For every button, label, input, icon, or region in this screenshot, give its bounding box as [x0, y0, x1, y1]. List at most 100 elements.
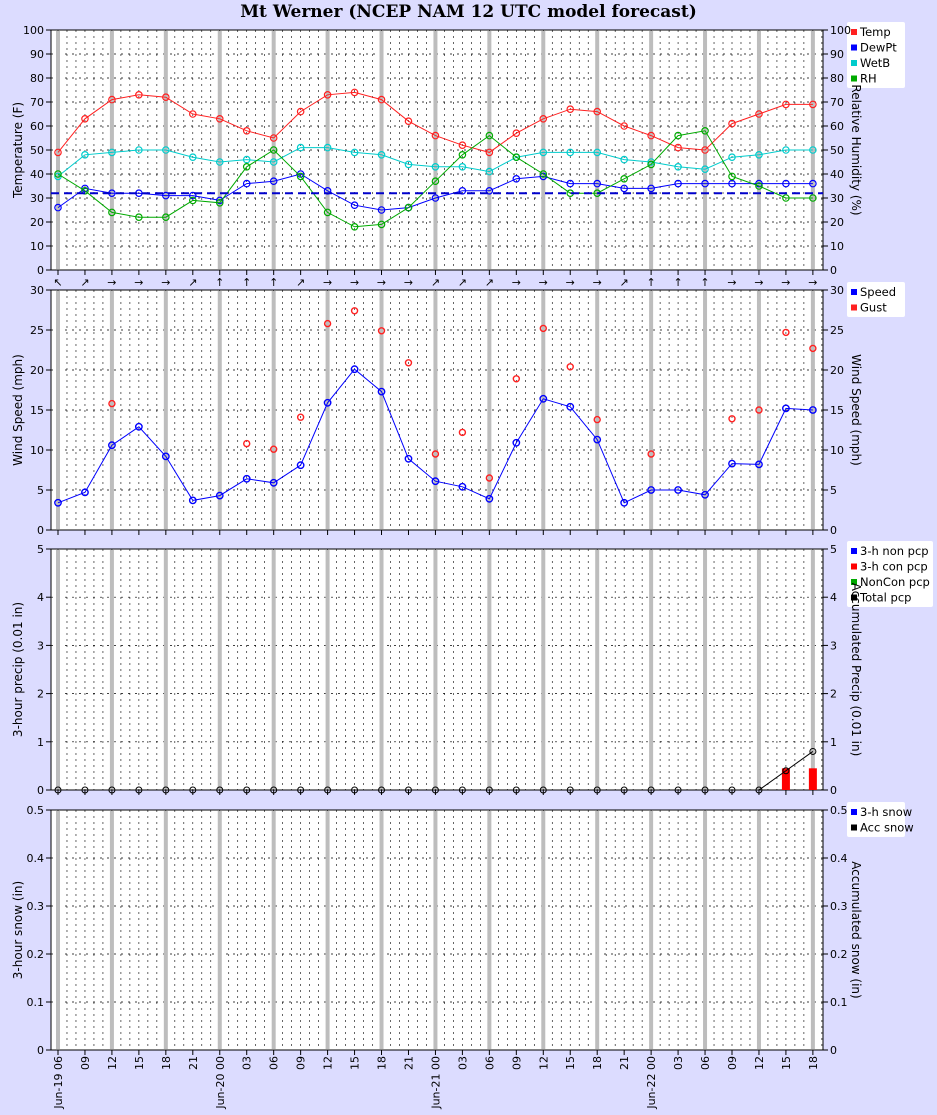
wind-direction-arrow: →: [566, 276, 575, 289]
y-tick-label-left: 0: [37, 784, 44, 797]
point-temp: [377, 95, 386, 104]
point-speed: [404, 454, 413, 463]
y-tick-label-left: 0.1: [27, 996, 45, 1009]
point-temp: [323, 91, 332, 99]
point-rh: [296, 172, 305, 181]
synoptic-bar: [217, 811, 222, 1049]
wind-direction-arrow: ↖: [53, 276, 62, 289]
y-tick-label-left: 25: [30, 324, 44, 337]
point-temp: [242, 127, 251, 135]
point-gust: [431, 450, 440, 458]
point-speed: [161, 452, 170, 461]
y-tick-label-right: 100: [830, 24, 851, 37]
point-wetb: [728, 153, 736, 162]
synoptic-bar: [271, 291, 276, 529]
point-gust: [647, 450, 655, 458]
point-speed: [485, 494, 494, 503]
point-total-pcp: [701, 786, 709, 794]
legend-swatch: [851, 44, 857, 51]
synoptic-bar: [756, 811, 761, 1049]
x-tick-label: 18: [807, 1056, 820, 1070]
synoptic-bar: [163, 811, 168, 1049]
y-tick-label-left: 0.3: [27, 900, 45, 913]
wind-direction-arrow: →: [377, 276, 386, 289]
chart-title: Mt Werner (NCEP NAM 12 UTC model forecas…: [240, 2, 697, 22]
x-tick-label: 06: [699, 1056, 712, 1070]
synoptic-bar: [325, 811, 330, 1049]
point-temp: [566, 105, 575, 114]
point-wetb: [674, 163, 682, 171]
legend-box: [847, 802, 905, 837]
legend-label: Gust: [860, 301, 887, 315]
synoptic-bar: [271, 811, 276, 1049]
y-tick-label-right: 2: [830, 688, 837, 701]
y-tick-label-right: 5: [830, 484, 837, 497]
point-total-pcp: [81, 786, 89, 794]
synoptic-bar: [595, 31, 600, 269]
point-gust: [566, 363, 574, 371]
y-tick-label-left: 20: [30, 364, 44, 377]
point-wetb: [189, 153, 197, 162]
point-total-pcp: [431, 786, 439, 794]
wind-direction-arrow: ↗: [431, 276, 440, 289]
y-tick-label-left: 10: [30, 240, 44, 253]
point-dewpt: [377, 206, 386, 214]
y-tick-label-left: 30: [30, 192, 44, 205]
point-total-pcp: [108, 786, 116, 794]
point-total-pcp: [243, 786, 251, 794]
point-speed: [808, 406, 817, 414]
point-dewpt: [728, 179, 736, 188]
x-tick-label: 12: [322, 1056, 335, 1070]
point-temp: [485, 148, 494, 157]
y-tick-label-left: 3: [37, 639, 44, 652]
synoptic-bar: [541, 291, 546, 529]
y-axis-label-right: Relative Humidity (%): [849, 84, 863, 215]
legend-swatch: [851, 824, 857, 831]
y-tick-label-left: 4: [37, 591, 44, 604]
wind-direction-arrow: →: [808, 276, 817, 289]
point-total-pcp: [809, 747, 817, 755]
wind-direction-arrow: →: [161, 276, 170, 289]
wind-direction-arrow: →: [107, 276, 116, 289]
point-temp: [269, 134, 278, 142]
y-axis-label-left: Wind Speed (mph): [11, 354, 25, 466]
wind-direction-arrow: →: [781, 276, 790, 289]
synoptic-bar: [487, 291, 492, 529]
y-tick-label-right: 0.2: [830, 948, 848, 961]
y-tick-label-right: 0.1: [830, 996, 848, 1009]
x-tick-label: Jun-22 00: [645, 1056, 658, 1110]
point-gust: [512, 375, 521, 383]
y-tick-label-right: 10: [830, 240, 844, 253]
y-axis-label-left: 3-hour snow (in): [11, 881, 25, 979]
y-tick-label-left: 0.2: [27, 948, 45, 961]
series-line-wetb: [57, 147, 813, 177]
point-rh: [108, 208, 116, 217]
wind-direction-arrow: →: [350, 276, 359, 289]
synoptic-bar: [541, 811, 546, 1049]
point-total-pcp: [351, 786, 359, 794]
wind-direction-arrow: ↗: [188, 276, 197, 289]
point-temp: [404, 117, 413, 126]
synoptic-bar: [541, 31, 546, 269]
y-axis-label-right: Accumulated snow (in): [849, 861, 863, 998]
point-temp: [81, 115, 89, 123]
point-temp: [296, 107, 305, 116]
point-rh: [647, 160, 655, 169]
wind-direction-arrow: →: [754, 276, 763, 289]
y-tick-label-right: 3: [830, 639, 837, 652]
wind-direction-arrow: →: [512, 276, 521, 289]
synoptic-bar: [56, 811, 60, 1049]
point-temp: [108, 95, 116, 104]
point-rh: [701, 127, 709, 135]
point-total-pcp: [404, 786, 412, 794]
point-wetb: [593, 148, 602, 157]
y-tick-label-right: 0.4: [830, 852, 848, 865]
synoptic-bar: [595, 811, 600, 1049]
point-speed: [108, 441, 116, 450]
x-tick-label: 18: [160, 1056, 173, 1070]
y-tick-label-left: 50: [30, 144, 44, 157]
point-speed: [701, 490, 709, 499]
point-gust: [243, 439, 251, 448]
y-tick-label-right: 40: [830, 168, 844, 181]
panel-2: [46, 282, 905, 535]
